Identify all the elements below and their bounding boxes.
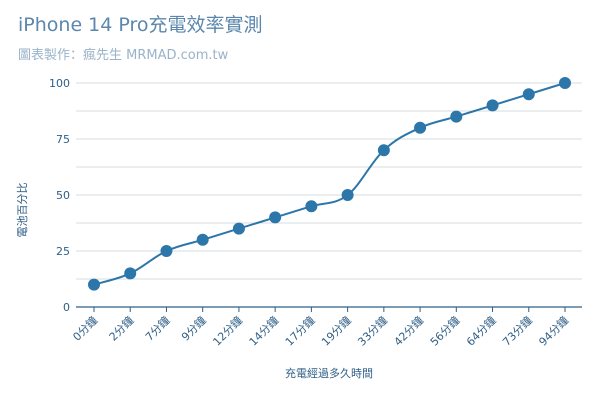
y-tick-label: 25: [56, 245, 70, 258]
data-point: [196, 233, 209, 246]
data-point: [88, 278, 100, 291]
x-tick-label-layer: 0分鐘 2分鐘 7分鐘 9分鐘 12分鐘 14分鐘 17分鐘 19分鐘 33分鐘 42分鐘 56分鐘…: [70, 313, 571, 348]
data-point: [232, 222, 245, 235]
y-tick-label: 0: [63, 301, 70, 314]
data-point: [124, 267, 137, 280]
x-tick-label: 94分鐘: [536, 313, 571, 348]
y-tick-label: 100: [49, 77, 70, 90]
x-axis-title: 充電經過多久時間: [285, 366, 373, 380]
x-tick-label: 19分鐘: [318, 313, 353, 348]
x-tick-label: 42分鐘: [391, 313, 426, 348]
x-tick-label: 2分鐘: [106, 313, 136, 343]
data-point: [522, 88, 535, 101]
x-tick-label: 7分鐘: [142, 313, 172, 343]
x-tick-label: 56分鐘: [427, 313, 462, 348]
grid-layer: [76, 82, 582, 280]
y-tick-label: 75: [56, 133, 70, 146]
chart-subtitle: 圖表製作：瘋先生 MRMAD.com.tw: [18, 48, 229, 63]
data-point: [160, 245, 173, 257]
y-tick-label-layer: 0 25 50 75 100: [49, 77, 70, 314]
x-tick-label: 0分鐘: [70, 313, 100, 343]
data-point: [269, 211, 282, 224]
data-point: [341, 189, 354, 201]
x-tick-label: 9分鐘: [178, 313, 208, 343]
x-tick-label: 64分鐘: [463, 313, 498, 348]
data-point: [486, 99, 499, 112]
data-point: [414, 121, 427, 134]
data-point: [559, 77, 571, 89]
y-axis-title: 電池百分比: [16, 183, 29, 238]
x-tick-label: 14分鐘: [246, 313, 281, 348]
axis-layer: [76, 306, 582, 312]
data-point-layer: [88, 77, 571, 291]
x-tick-label: 73分鐘: [500, 313, 535, 348]
data-point: [377, 144, 390, 157]
y-tick-label: 50: [56, 189, 70, 202]
x-tick-label: 33分鐘: [355, 313, 390, 348]
x-tick-label: 12分鐘: [210, 313, 245, 348]
data-point: [450, 110, 463, 123]
chart-title: iPhone 14 Pro充電效率實測: [18, 14, 263, 36]
data-point: [305, 200, 318, 213]
x-tick-label: 17分鐘: [282, 313, 317, 348]
